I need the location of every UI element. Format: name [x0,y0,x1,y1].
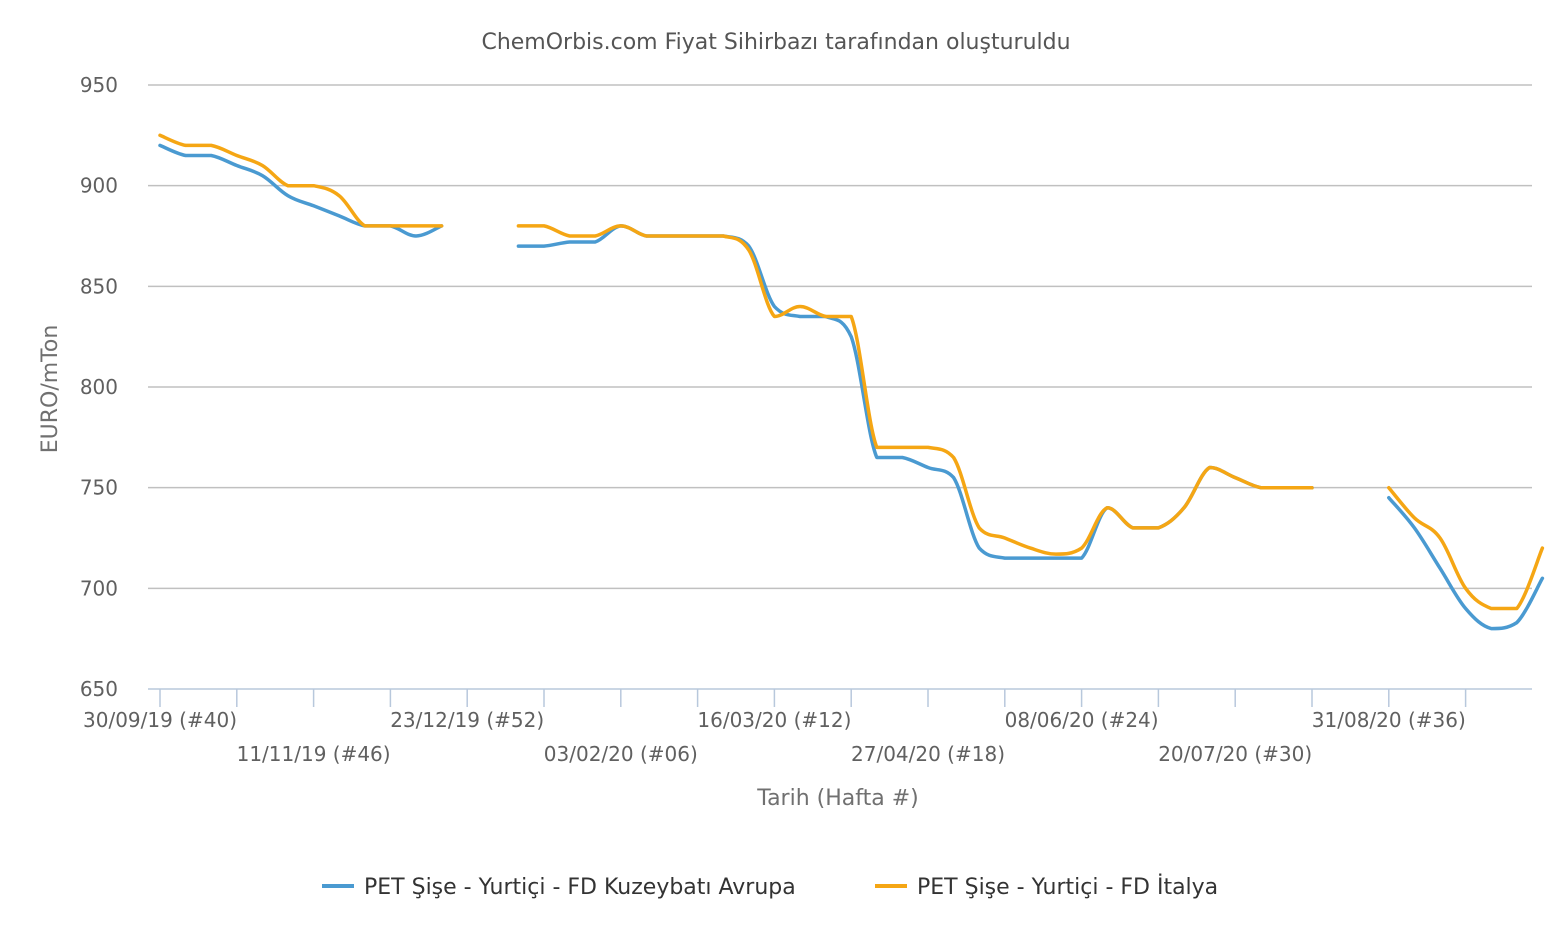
x-tick-label: 16/03/20 (#12) [697,708,851,732]
y-tick-label: 950 [80,73,118,97]
legend-label: PET Şişe - Yurtiçi - FD İtalya [917,874,1218,900]
series-line-segment [516,224,1314,556]
y-gridlines [148,84,1532,590]
x-tick-label: 20/07/20 (#30) [1158,742,1312,766]
series-line-segment [1387,495,1545,631]
y-axis-tick-labels: 950 900 850 800 750 700 650 [80,73,118,701]
x-tick-label: 03/02/20 (#06) [544,742,698,766]
x-tick-label: 27/04/20 (#18) [851,742,1005,766]
y-tick-label: 750 [80,476,118,500]
legend-label: PET Şişe - Yurtiçi - FD Kuzeybatı Avrupa [364,875,796,900]
x-tick-label: 08/06/20 (#24) [1005,708,1159,732]
series-2 [158,133,1545,611]
x-tick-label: 30/09/19 (#40) [83,708,237,732]
series-line-segment [516,224,1314,560]
series-line-segment [1387,485,1545,611]
y-tick-label: 700 [80,576,118,600]
series-line-segment [158,143,444,238]
x-axis-title: Tarih (Hafta #) [756,786,918,811]
series-line-segment [158,133,444,228]
x-tick-label: 23/12/19 (#52) [390,708,544,732]
y-tick-label: 650 [80,677,118,701]
y-tick-label: 800 [80,375,118,399]
y-axis-title: EURO/mTon [38,325,63,454]
x-tick-label: 31/08/20 (#36) [1312,708,1466,732]
chart-title: ChemOrbis.com Fiyat Sihirbazı tarafından… [481,30,1070,55]
y-tick-label: 900 [80,174,118,198]
legend-item-2[interactable]: PET Şişe - Yurtiçi - FD İtalya [875,874,1218,900]
legend-item-1[interactable]: PET Şişe - Yurtiçi - FD Kuzeybatı Avrupa [322,875,796,900]
x-tick-label: 11/11/19 (#46) [237,742,391,766]
legend[interactable]: PET Şişe - Yurtiçi - FD Kuzeybatı Avrupa… [322,874,1218,900]
x-axis-ticks: 30/09/19 (#40)11/11/19 (#46) 23/12/19 (#5… [83,689,1467,766]
series-lines [158,133,1545,631]
y-tick-label: 850 [80,274,118,298]
